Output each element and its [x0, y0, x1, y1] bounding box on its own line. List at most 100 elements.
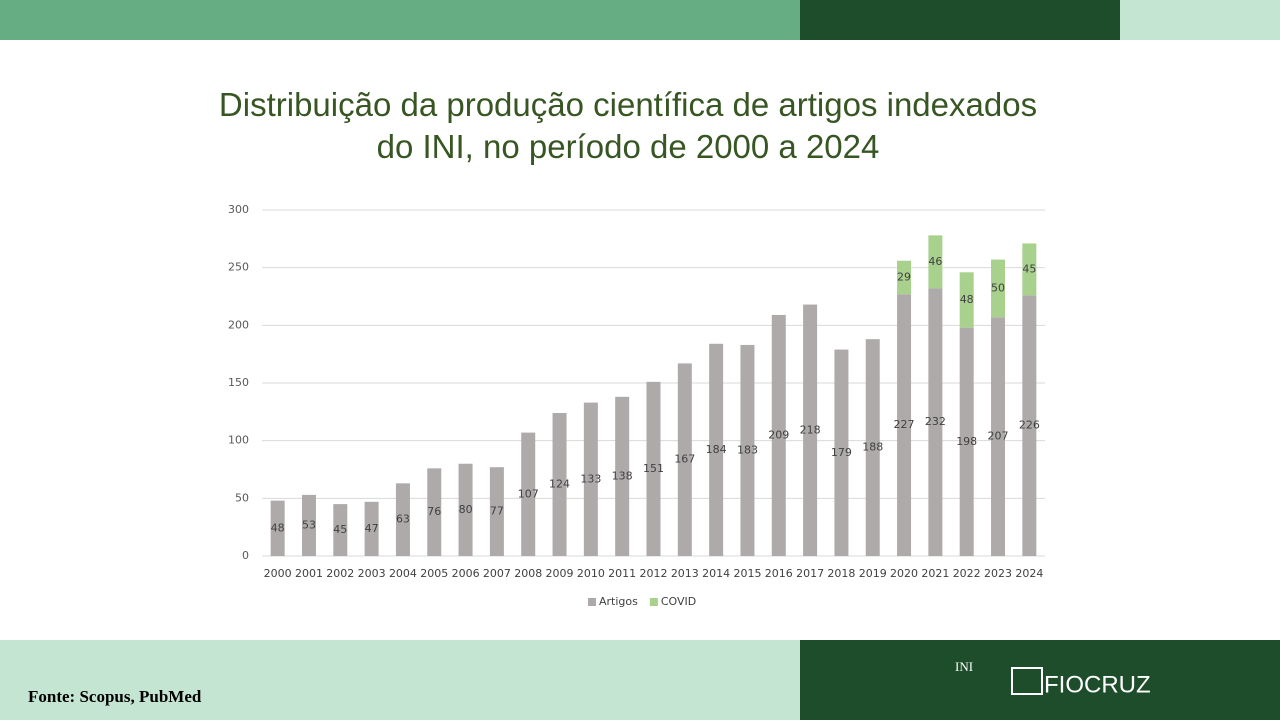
data-label: 232 — [925, 415, 946, 428]
bar-segment — [301, 494, 316, 556]
data-label: 207 — [988, 430, 1009, 443]
bar-segment — [427, 468, 442, 556]
x-tick-label: 2009 — [546, 567, 574, 580]
data-label: 188 — [862, 441, 883, 454]
data-label: 227 — [894, 418, 915, 431]
x-tick-label: 2007 — [483, 567, 511, 580]
bar-segment — [458, 463, 473, 556]
x-tick-label: 2020 — [890, 567, 918, 580]
x-tick-label: 2021 — [921, 567, 949, 580]
data-label: 46 — [928, 255, 942, 268]
data-label: 218 — [800, 423, 821, 436]
logo-text: INI — [955, 659, 973, 674]
y-tick-label: 0 — [242, 549, 249, 562]
y-tick-label: 50 — [235, 491, 249, 504]
bar-segment — [991, 259, 1006, 318]
bar-segment — [709, 343, 724, 556]
bar-segment — [1022, 243, 1037, 296]
x-tick-label: 2023 — [984, 567, 1012, 580]
bar-segment — [897, 294, 912, 556]
bar-segment — [740, 344, 755, 556]
y-tick-label: 100 — [228, 434, 249, 447]
bar-segment — [395, 483, 410, 556]
legend-label: COVID — [661, 595, 696, 608]
y-tick-label: 150 — [228, 376, 249, 389]
bar-segment — [771, 314, 786, 556]
logo-icon — [1011, 667, 1043, 695]
x-tick-label: 2011 — [608, 567, 636, 580]
bar-segment — [677, 363, 692, 556]
data-label: 63 — [396, 513, 410, 526]
legend-swatch — [649, 598, 658, 606]
data-label: 45 — [1022, 262, 1036, 275]
footer-band — [0, 640, 800, 720]
data-label: 179 — [831, 446, 852, 459]
bar-segment — [865, 339, 880, 556]
legend-swatch — [588, 598, 596, 606]
data-label: 183 — [737, 443, 758, 456]
bar-segment — [489, 467, 504, 556]
bar-segment — [803, 304, 818, 556]
data-label: 53 — [302, 518, 316, 531]
bar-segment — [270, 500, 285, 556]
x-tick-label: 2008 — [514, 567, 542, 580]
bar-segment — [552, 412, 567, 556]
bar-segment — [959, 327, 974, 556]
legend-label: Artigos — [599, 595, 638, 608]
bar-segment — [897, 260, 912, 295]
data-label: 226 — [1019, 419, 1040, 432]
data-label: 151 — [643, 462, 664, 475]
y-tick-label: 300 — [228, 203, 249, 216]
x-tick-label: 2015 — [733, 567, 761, 580]
header-band — [1120, 0, 1280, 40]
data-label: 77 — [490, 505, 504, 518]
bar-segment — [928, 235, 943, 289]
x-tick-label: 2014 — [702, 567, 730, 580]
y-tick-label: 250 — [228, 261, 249, 274]
data-label: 29 — [897, 270, 911, 283]
bar-segment — [959, 272, 974, 328]
data-label: 124 — [549, 477, 570, 490]
data-label: 107 — [518, 487, 539, 500]
bar-segment — [991, 317, 1006, 556]
x-tick-label: 2024 — [1015, 567, 1043, 580]
bar-segment — [364, 501, 379, 556]
bar-segment — [834, 349, 849, 556]
data-label: 76 — [427, 505, 441, 518]
bar-segment — [521, 432, 536, 556]
y-tick-label: 200 — [228, 318, 249, 331]
x-tick-label: 2017 — [796, 567, 824, 580]
x-tick-label: 2005 — [420, 567, 448, 580]
x-tick-label: 2000 — [264, 567, 292, 580]
data-label: 209 — [768, 428, 789, 441]
x-tick-label: 2012 — [640, 567, 668, 580]
data-label: 45 — [333, 523, 347, 536]
bar-segment — [583, 402, 598, 556]
header-band — [800, 0, 1120, 40]
data-label: 48 — [271, 521, 285, 534]
x-tick-label: 2013 — [671, 567, 699, 580]
x-tick-label: 2003 — [358, 567, 386, 580]
data-label: 80 — [459, 503, 473, 516]
x-tick-label: 2010 — [577, 567, 605, 580]
bar-segment — [928, 288, 943, 556]
data-label: 198 — [956, 435, 977, 448]
header-band — [0, 0, 800, 40]
x-tick-label: 2018 — [827, 567, 855, 580]
data-label: 167 — [674, 453, 695, 466]
logo-text: FIOCRUZ — [1044, 671, 1151, 698]
x-tick-label: 2016 — [765, 567, 793, 580]
x-tick-label: 2006 — [452, 567, 480, 580]
bar-segment — [615, 396, 630, 556]
x-tick-label: 2022 — [953, 567, 981, 580]
x-tick-label: 2004 — [389, 567, 417, 580]
data-label: 47 — [365, 522, 379, 535]
x-tick-label: 2019 — [859, 567, 887, 580]
x-tick-label: 2001 — [295, 567, 323, 580]
bar-segment — [333, 504, 348, 556]
bar-segment — [1022, 295, 1037, 556]
footer-band — [800, 640, 1280, 720]
data-label: 184 — [706, 443, 727, 456]
